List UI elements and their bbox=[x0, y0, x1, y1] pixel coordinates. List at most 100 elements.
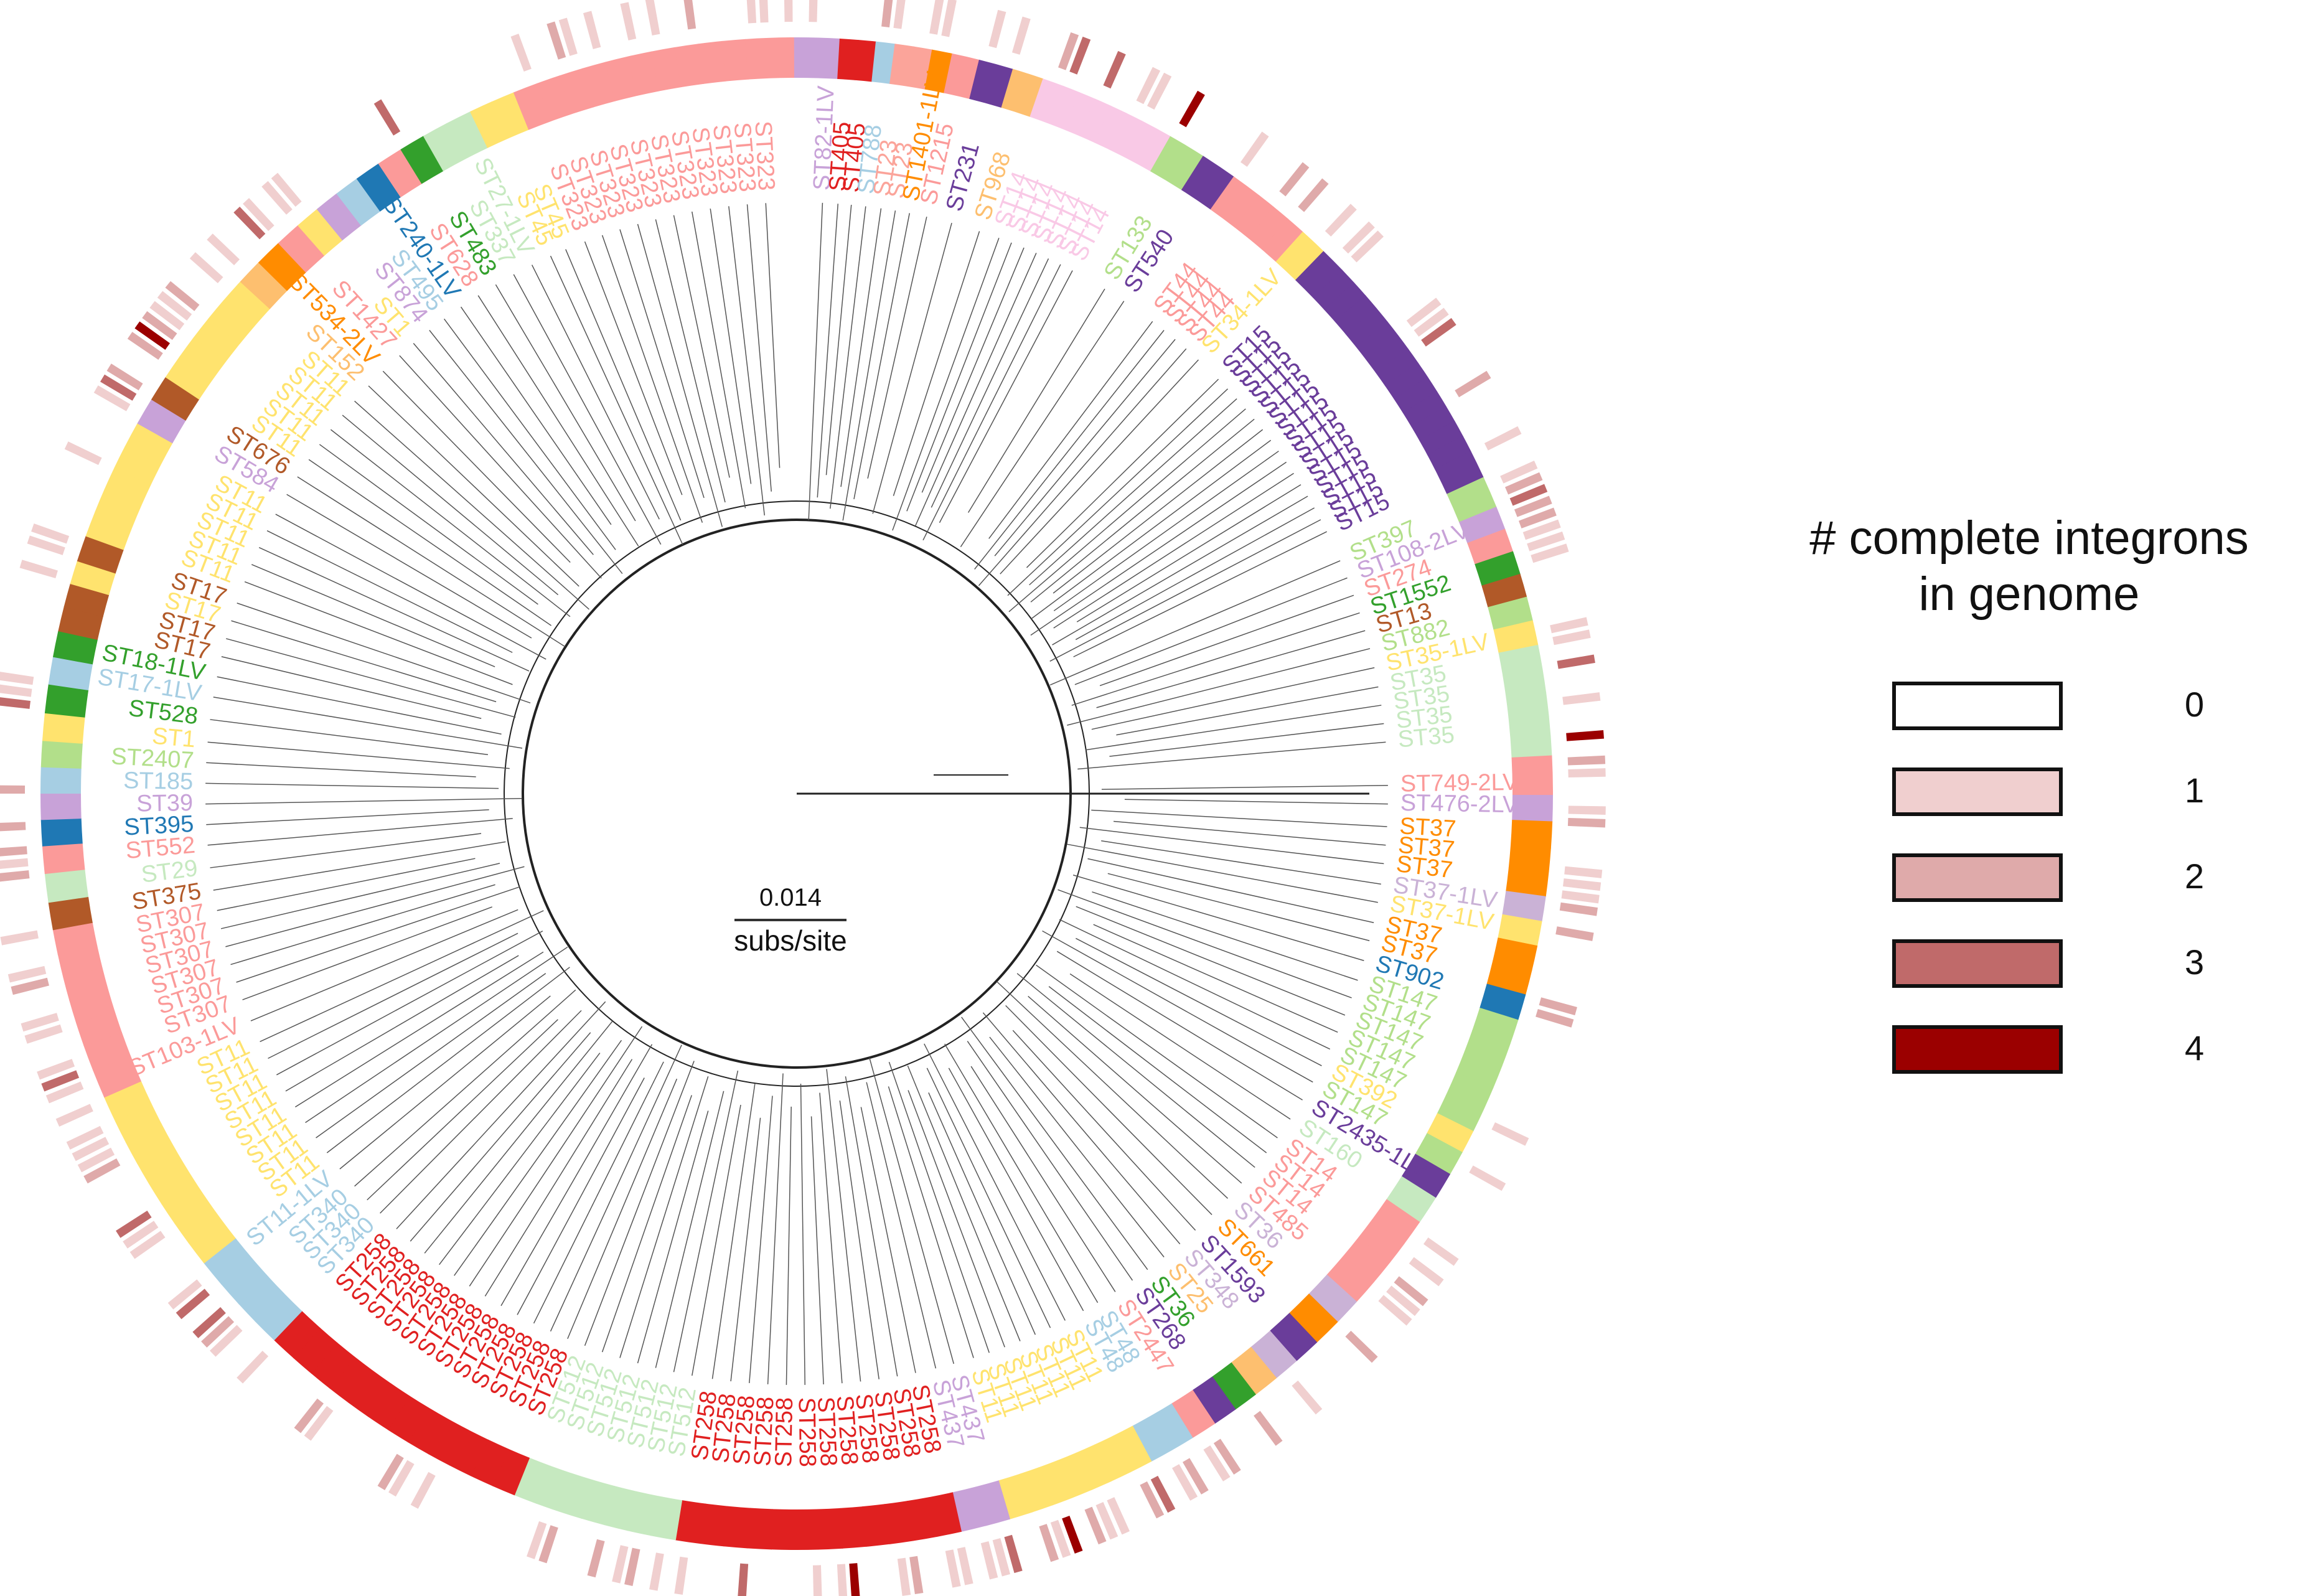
st-ring-segment bbox=[907, 46, 933, 90]
integron-ring-tick bbox=[809, 0, 818, 22]
integron-ring-tick bbox=[123, 1221, 159, 1249]
st-ring-segment bbox=[889, 44, 915, 87]
tree-tip-branch bbox=[1072, 875, 1364, 961]
integron-ring-tick bbox=[1484, 426, 1522, 451]
st-ring-segment bbox=[924, 49, 953, 93]
tree-tip-branch bbox=[207, 818, 513, 846]
integron-ring-tick bbox=[261, 181, 293, 215]
tree-tip-branch bbox=[692, 1104, 741, 1376]
st-ring-segment bbox=[1366, 334, 1409, 373]
st-label: ST476-2LV bbox=[1400, 790, 1519, 818]
tree-tip-branch bbox=[1029, 398, 1237, 586]
integron-ring-tick bbox=[558, 17, 578, 56]
tree-tip-branch bbox=[1053, 429, 1264, 594]
tree-tip-branch bbox=[845, 1076, 898, 1377]
integron-ring-tick bbox=[837, 1564, 848, 1596]
tree-tip-branch bbox=[1056, 951, 1303, 1101]
st-ring-segment bbox=[408, 1407, 449, 1455]
integron-ring-tick bbox=[1500, 461, 1538, 484]
integron-ring-tick bbox=[201, 1316, 235, 1348]
st-ring-segment bbox=[255, 1293, 302, 1341]
tree-tip-branch bbox=[893, 231, 980, 496]
tree-tip-branch bbox=[477, 295, 639, 547]
st-ring-segment bbox=[651, 47, 682, 92]
st-ring-segment bbox=[975, 1480, 1011, 1526]
tree-tip-branch bbox=[765, 203, 781, 468]
tree-tip-branch bbox=[584, 241, 683, 495]
integron-ring-tick bbox=[957, 1547, 973, 1585]
tree-tip-branch bbox=[308, 459, 552, 626]
integron-ring-tick bbox=[1469, 1165, 1506, 1191]
tree-tip-branch bbox=[410, 1032, 591, 1242]
st-ring-segment bbox=[125, 1124, 173, 1164]
legend-label: 2 bbox=[2185, 857, 2205, 896]
st-ring-segment bbox=[1419, 420, 1463, 456]
integron-ring-tick bbox=[373, 99, 401, 136]
integron-ring-tick bbox=[620, 2, 637, 40]
tree-tip-branch bbox=[495, 284, 636, 522]
st-ring-segment bbox=[52, 631, 98, 665]
tree-tip-branch bbox=[860, 1107, 916, 1373]
integron-ring-tick bbox=[142, 311, 177, 340]
tree-tip-branch bbox=[921, 247, 1025, 493]
st-ring-segment bbox=[278, 225, 325, 273]
tree-tip-branch bbox=[924, 1043, 1066, 1321]
tree-tip-branch bbox=[974, 330, 1165, 570]
integron-ring-tick bbox=[510, 34, 532, 72]
tree-tip-branch bbox=[294, 951, 544, 1108]
st-label: ST258 bbox=[794, 1397, 821, 1468]
tree-tip-branch bbox=[825, 204, 852, 476]
st-ring-segment bbox=[273, 1310, 321, 1359]
st-ring-segment bbox=[721, 39, 749, 82]
tree-tip-branch bbox=[728, 206, 766, 516]
tree-tip-branch bbox=[619, 229, 705, 499]
tree-branches bbox=[205, 202, 1388, 1385]
integron-ring-tick bbox=[100, 374, 137, 401]
integron-ring-tick bbox=[1552, 629, 1591, 645]
st-ring-segment bbox=[1493, 620, 1539, 654]
tree-tip-branch bbox=[1079, 827, 1384, 865]
tree-tip-branch bbox=[413, 343, 594, 555]
integron-ring-tick bbox=[1423, 1237, 1459, 1266]
tree-tip-branch bbox=[1048, 986, 1267, 1153]
tree-tip-branch bbox=[213, 841, 506, 891]
tree-tip-branch bbox=[550, 255, 683, 545]
integron-ring-tick bbox=[1103, 50, 1126, 89]
st-ring-segment bbox=[1427, 1113, 1474, 1153]
st-ring-segment bbox=[558, 1473, 594, 1519]
integron-ring-tick bbox=[0, 672, 34, 685]
tree-tip-branch bbox=[961, 1016, 1148, 1270]
st-ring-segment bbox=[1248, 207, 1288, 250]
tree-tip-branch bbox=[221, 656, 482, 719]
integron-ring-tick bbox=[929, 0, 944, 35]
st-ring-segment bbox=[1076, 1444, 1112, 1490]
tree-tip-branch bbox=[1052, 495, 1308, 645]
integron-ring-tick bbox=[992, 1538, 1011, 1577]
st-ring-segment bbox=[470, 1439, 509, 1486]
tree-tip-branch bbox=[830, 206, 866, 509]
st-ring-segment bbox=[367, 1383, 410, 1430]
integron-ring-tick bbox=[1522, 519, 1561, 540]
st-ring-segment bbox=[1480, 983, 1526, 1021]
integron-ring-tick bbox=[1394, 1276, 1428, 1307]
integron-ring-tick bbox=[1203, 1445, 1231, 1481]
tree-tip-branch bbox=[297, 476, 566, 647]
integron-ring-tick bbox=[27, 535, 65, 555]
st-ring-segment bbox=[1123, 120, 1171, 172]
st-ring-segment bbox=[1411, 405, 1455, 441]
tree-tip-branch bbox=[989, 1036, 1165, 1257]
st-ring-segment bbox=[871, 41, 896, 84]
st-ring-segment bbox=[188, 1219, 236, 1264]
integron-ring-tick bbox=[24, 1024, 63, 1044]
tree-tip-branch bbox=[786, 1106, 792, 1385]
st-ring-segment bbox=[1386, 1176, 1436, 1223]
st-ring-segment bbox=[604, 56, 638, 101]
integron-ring-tick bbox=[83, 1158, 121, 1184]
integron-ring-tick bbox=[1414, 307, 1449, 337]
st-ring-segment bbox=[258, 243, 307, 291]
tree-tip-branch bbox=[206, 762, 476, 777]
st-label: ST39 bbox=[136, 790, 194, 817]
integron-ring-tick bbox=[1555, 926, 1594, 941]
tree-tip-branch bbox=[1030, 418, 1255, 603]
st-ring-segment bbox=[1343, 1237, 1391, 1283]
